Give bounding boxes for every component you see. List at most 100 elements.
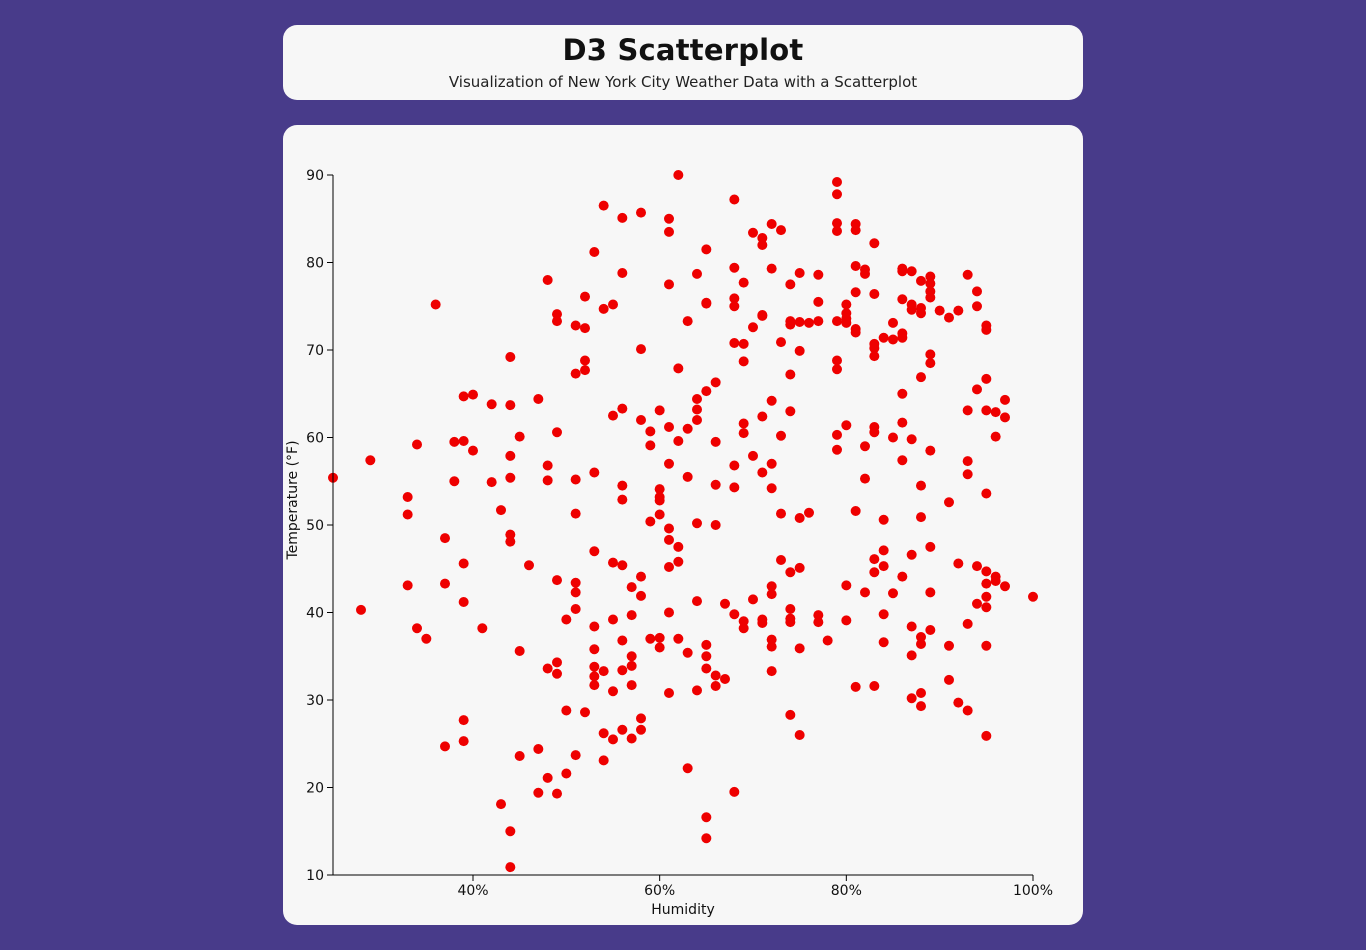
data-point	[757, 233, 768, 243]
data-point	[981, 324, 992, 335]
data-point	[981, 730, 992, 741]
data-point	[832, 364, 842, 375]
data-point	[626, 651, 637, 662]
data-point	[860, 268, 870, 279]
data-point	[794, 345, 805, 356]
data-point	[916, 688, 926, 698]
data-point	[636, 590, 646, 601]
data-point	[514, 751, 525, 761]
data-point	[869, 289, 880, 299]
data-point	[776, 555, 786, 565]
data-point	[1000, 412, 1010, 423]
data-point	[878, 332, 889, 343]
scatterplot: 40% 60% 80% 100% 10 20 30 40 50 60 70 80 90 Humidit…	[285, 168, 1053, 918]
data-point	[645, 516, 656, 527]
data-point	[934, 305, 945, 316]
data-point	[832, 355, 842, 366]
chart-card: 40% 60% 80% 100% 10 20 30 40 50 60 70 80 90 Humidit…	[283, 125, 1083, 925]
data-point	[589, 680, 600, 691]
data-point	[832, 226, 842, 236]
y-axis-title: Temperature (°F)	[285, 440, 301, 560]
data-point	[598, 728, 609, 739]
data-point	[617, 494, 628, 505]
data-point	[785, 567, 796, 578]
data-point	[962, 469, 973, 480]
data-point	[682, 471, 693, 482]
data-point	[701, 244, 712, 255]
data-point	[580, 291, 590, 302]
data-point	[617, 665, 628, 676]
data-point	[580, 365, 590, 376]
data-point	[626, 582, 637, 593]
data-point	[738, 418, 749, 429]
data-point	[608, 299, 618, 310]
data-point	[748, 450, 758, 461]
data-point	[897, 571, 908, 582]
data-point	[953, 558, 964, 569]
data-point	[673, 633, 684, 644]
data-point	[981, 591, 992, 602]
data-point	[710, 479, 721, 490]
data-point	[972, 384, 982, 395]
data-point	[794, 562, 805, 573]
data-point	[832, 189, 842, 200]
data-point	[813, 316, 824, 327]
data-point	[458, 391, 469, 402]
data-point	[626, 733, 637, 744]
data-point	[608, 557, 618, 568]
data-point	[589, 661, 600, 672]
x-tick-label: 60%	[644, 883, 675, 899]
data-point	[636, 207, 646, 218]
data-point	[794, 643, 805, 654]
data-point	[972, 561, 982, 572]
data-point	[766, 666, 777, 677]
data-point	[841, 317, 852, 328]
data-point	[785, 604, 796, 614]
data-point	[617, 268, 628, 278]
data-point	[981, 602, 992, 613]
data-point	[402, 509, 413, 520]
data-point	[962, 705, 973, 716]
data-point	[692, 596, 702, 607]
data-point	[682, 763, 693, 774]
data-point	[972, 301, 982, 312]
data-point	[766, 263, 777, 274]
data-point	[990, 407, 1001, 418]
data-point	[701, 386, 712, 397]
data-point	[897, 294, 908, 305]
data-point	[365, 455, 376, 466]
data-point	[570, 508, 581, 519]
data-point	[458, 597, 469, 607]
data-point	[412, 439, 422, 450]
data-point	[766, 395, 777, 406]
data-point	[449, 436, 460, 447]
data-point	[458, 715, 469, 726]
data-point	[514, 646, 525, 656]
data-point	[766, 219, 777, 229]
data-point	[664, 534, 674, 545]
data-point	[925, 445, 936, 456]
data-point	[468, 389, 478, 400]
data-point	[832, 316, 842, 327]
data-point	[692, 394, 702, 404]
data-point	[757, 310, 768, 321]
data-point	[897, 455, 908, 466]
data-point	[981, 488, 992, 499]
data-point	[570, 604, 581, 614]
data-point	[1000, 581, 1010, 592]
data-point	[542, 663, 553, 674]
y-tick-label: 90	[306, 168, 324, 184]
x-tick-label: 100%	[1013, 883, 1053, 899]
data-point	[944, 312, 954, 323]
data-point	[505, 826, 516, 837]
data-point	[738, 623, 749, 634]
data-point	[897, 388, 908, 399]
data-point	[850, 681, 861, 692]
data-point	[514, 431, 525, 442]
data-point	[356, 604, 366, 615]
data-point	[664, 422, 674, 432]
data-point	[617, 560, 628, 571]
data-point	[878, 609, 889, 620]
data-point	[990, 576, 1001, 586]
data-point	[468, 445, 478, 456]
